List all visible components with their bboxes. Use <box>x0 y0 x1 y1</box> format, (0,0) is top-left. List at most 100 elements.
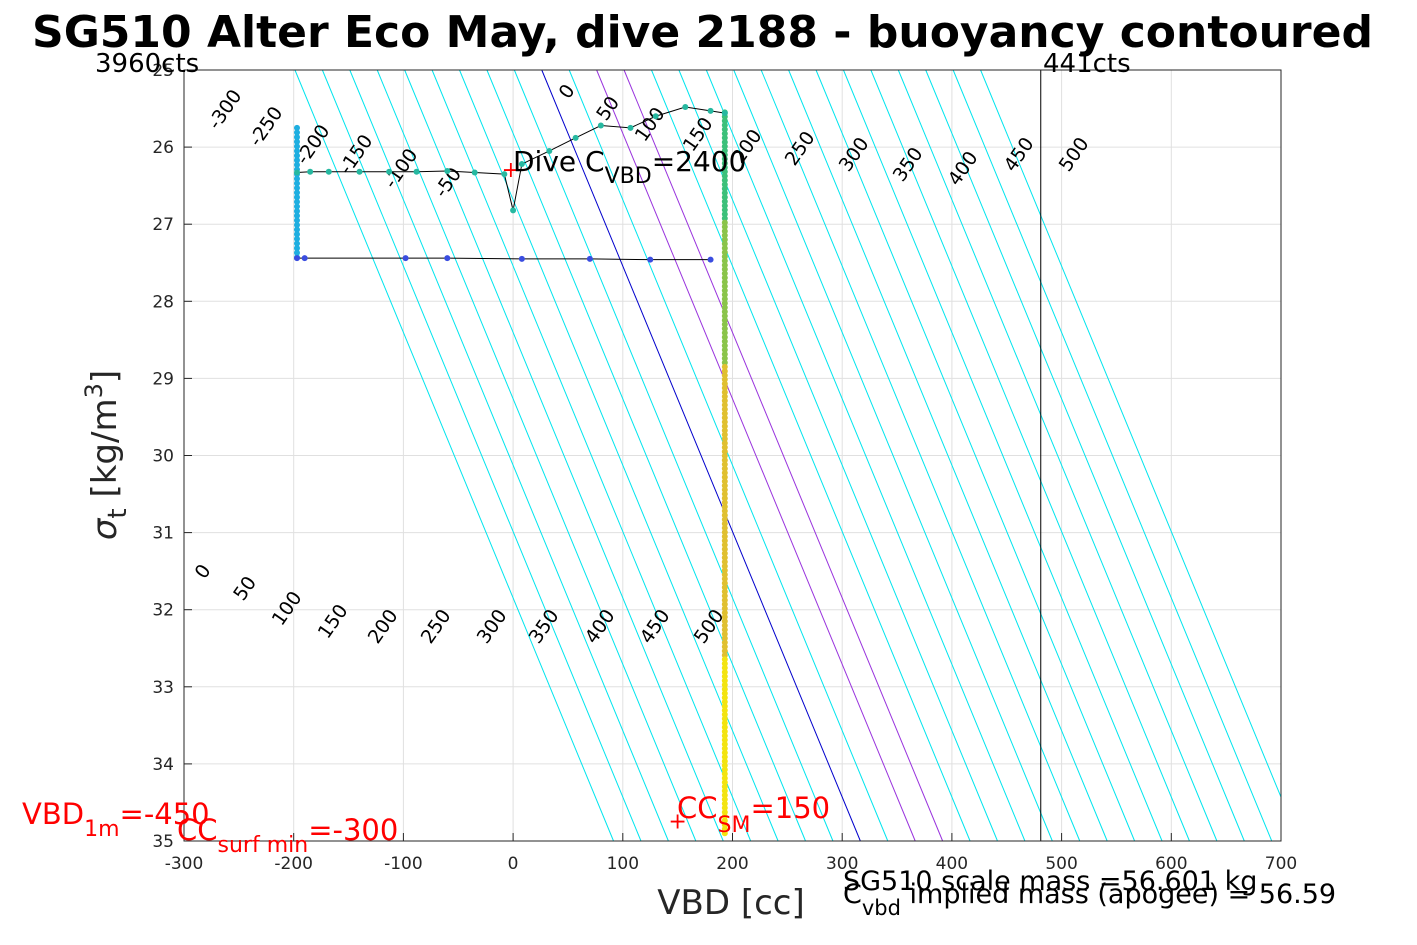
data-point <box>721 363 728 370</box>
data-point <box>721 168 728 175</box>
contour-line <box>870 69 1190 842</box>
x-tick-label: -200 <box>274 854 313 874</box>
path-point <box>307 168 314 175</box>
y-tick-label: 34 <box>152 755 174 775</box>
data-point <box>721 274 728 281</box>
y-tick-label: 31 <box>152 524 174 544</box>
data-point <box>293 189 300 196</box>
data-point <box>721 249 728 256</box>
vbd-1m-sub: 1m <box>84 817 119 842</box>
data-point <box>721 804 728 811</box>
data-points <box>293 109 728 837</box>
footer-c-sub: vbd <box>862 896 901 920</box>
data-point <box>721 410 728 417</box>
contour-line <box>980 69 1282 798</box>
data-point <box>721 554 728 561</box>
data-point <box>721 143 728 150</box>
data-point <box>721 414 728 421</box>
data-point <box>721 732 728 739</box>
contour-label-upper: -100 <box>380 145 423 193</box>
x-tick-label: 400 <box>936 854 968 874</box>
cc-surf-label: CC <box>177 813 218 847</box>
path-point <box>721 110 728 117</box>
data-point <box>721 312 728 319</box>
data-point <box>721 486 728 493</box>
data-point <box>721 792 728 799</box>
y-tick-label: 27 <box>152 215 174 235</box>
data-point <box>721 647 728 654</box>
data-point <box>721 338 728 345</box>
data-point <box>721 160 728 167</box>
path-point <box>471 169 478 176</box>
y-axis-exp: 3 <box>80 383 108 398</box>
data-point <box>721 558 728 565</box>
data-point <box>721 423 728 430</box>
data-point <box>721 571 728 578</box>
data-point <box>721 300 728 307</box>
data-point <box>721 211 728 218</box>
data-point <box>721 283 728 290</box>
data-point <box>721 206 728 213</box>
path-point <box>518 161 525 168</box>
contour-label-lower: 350 <box>525 605 564 647</box>
y-axis-symbol: σ <box>85 517 125 540</box>
y-tick-label: 28 <box>152 292 174 312</box>
data-point <box>721 770 728 777</box>
data-point <box>721 491 728 498</box>
contour-line <box>842 69 1163 842</box>
contour-line <box>404 69 724 842</box>
data-point <box>721 686 728 693</box>
data-point <box>293 212 300 219</box>
contour-line <box>897 69 1218 842</box>
contour-label-upper: 350 <box>889 143 928 185</box>
y-tick-label: 32 <box>152 601 174 621</box>
data-point <box>721 266 728 273</box>
data-point <box>721 512 728 519</box>
data-point <box>721 690 728 697</box>
contour-line <box>486 69 806 842</box>
data-point <box>721 584 728 591</box>
data-point <box>721 592 728 599</box>
data-point <box>721 368 728 375</box>
contour-line <box>788 69 1108 842</box>
contour-label-upper: -300 <box>204 86 247 134</box>
path-point <box>510 207 517 214</box>
data-point <box>721 745 728 752</box>
footer-c: C <box>843 879 862 910</box>
data-point <box>721 257 728 264</box>
contour-label-lower: 0 <box>191 560 216 583</box>
axis-ticks: -300 -200 -100 0 100 200 300 400 500 600 700252627… <box>152 61 1297 874</box>
data-point <box>721 478 728 485</box>
data-point <box>721 469 728 476</box>
data-point <box>721 440 728 447</box>
data-point <box>721 800 728 807</box>
data-point <box>721 457 728 464</box>
y-tick-label: 35 <box>152 832 174 852</box>
contour-label-lower: 200 <box>364 605 403 647</box>
data-point <box>721 279 728 286</box>
data-point <box>721 601 728 608</box>
bottom-point <box>647 256 654 263</box>
dive-cvbd-annotation: Dive CVBD=2400 <box>513 145 746 189</box>
data-point <box>721 541 728 548</box>
footer-scale-mass: SG510 scale mass =56.601 kg <box>843 866 1257 897</box>
data-point <box>721 728 728 735</box>
contour-label-lower: 50 <box>229 572 261 604</box>
bottom-point <box>402 255 409 262</box>
data-point <box>721 622 728 629</box>
path-point <box>444 168 451 175</box>
data-point <box>721 287 728 294</box>
contour-label-lower: 250 <box>417 605 456 647</box>
data-point <box>721 444 728 451</box>
contour-label-lower: 100 <box>268 587 307 629</box>
data-point <box>721 147 728 154</box>
data-point <box>721 291 728 298</box>
contour-line <box>705 69 1026 842</box>
data-point <box>293 161 300 168</box>
data-point <box>293 249 300 256</box>
data-point <box>721 228 728 235</box>
data-point <box>721 151 728 158</box>
data-point <box>721 325 728 332</box>
path-point <box>682 104 689 111</box>
data-point <box>293 240 300 247</box>
